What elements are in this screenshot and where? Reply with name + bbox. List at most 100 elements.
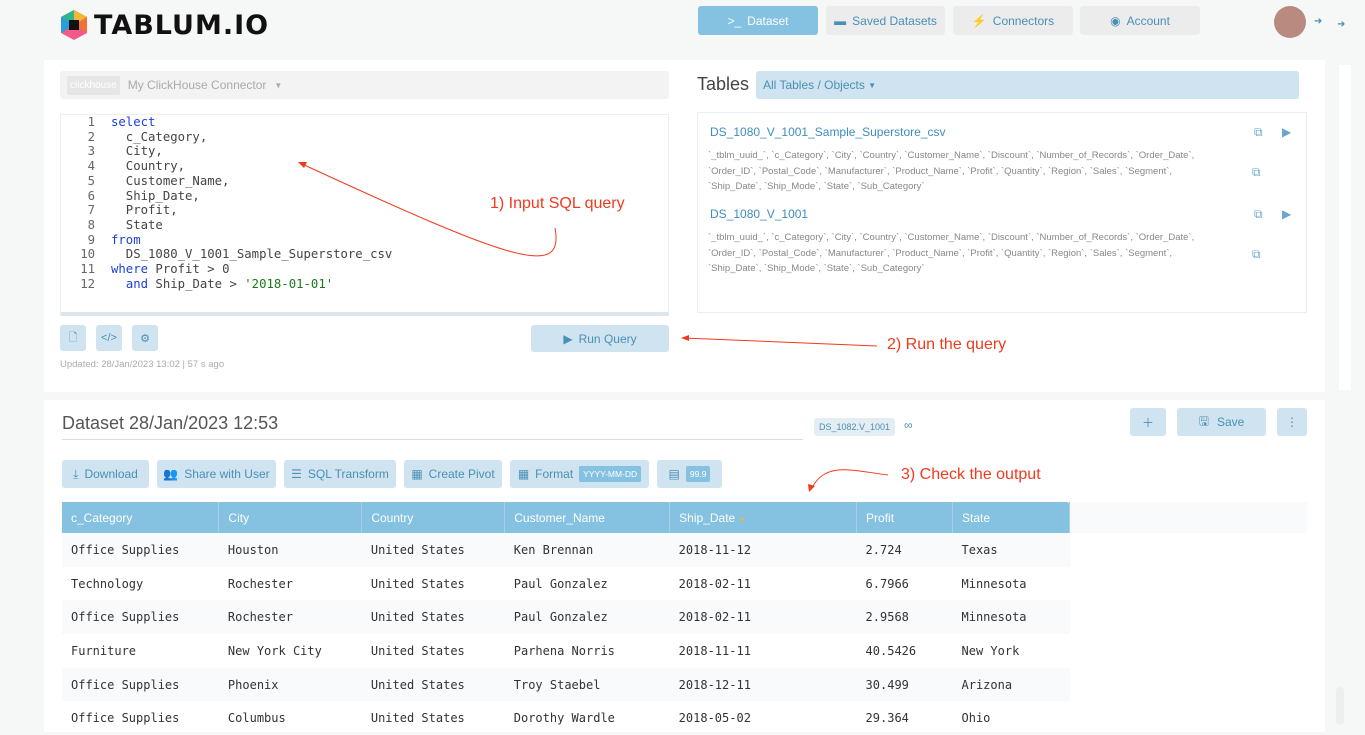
code-line: DS_1080_V_1001_Sample_Superstore_csv — [111, 247, 393, 262]
label: Download — [84, 467, 138, 481]
plug-icon: ⚡ — [971, 13, 987, 28]
arrow-1-head — [298, 162, 307, 168]
table-cell: Office Supplies — [62, 667, 219, 702]
table-cell: United States — [361, 600, 505, 635]
logo-text: TABLUM.IO — [94, 9, 270, 41]
column-header[interactable]: Profit — [856, 502, 953, 533]
nav-dataset[interactable]: >_ Dataset — [698, 6, 818, 35]
exit-icon[interactable]: ➜ — [1337, 19, 1346, 30]
more-vertical-icon: ⋮ — [1286, 415, 1298, 429]
table-cell: Parhena Norris — [513, 643, 615, 658]
table-cell: Office Supplies — [62, 600, 219, 635]
label: SQL Transform — [307, 467, 389, 481]
number-format-button[interactable]: ▤ 99.9 — [657, 460, 722, 488]
link-icon[interactable]: ∞ — [904, 418, 913, 432]
format-value: YYYY-MM-DD — [579, 466, 642, 482]
play-icon[interactable]: ▶ — [1282, 207, 1292, 221]
nav-connectors[interactable]: ⚡ Connectors — [953, 6, 1073, 35]
logo[interactable]: TABLUM.IO — [58, 8, 269, 42]
run-query-button[interactable]: ▶ Run Query — [531, 325, 669, 352]
create-pivot-button[interactable]: ▦ Create Pivot — [404, 460, 502, 488]
new-file-button[interactable]: 🗋 — [60, 325, 86, 351]
download-icon: ⤓ — [73, 466, 79, 481]
code-line: Profit, — [111, 203, 178, 218]
table-row[interactable]: Office Supplies Houston United States Ken B… — [62, 533, 1070, 567]
table-row[interactable]: Office Supplies Phoenix United States Troy … — [62, 667, 1070, 702]
terminal-icon: >_ — [727, 13, 742, 28]
code-line: c_Category, — [111, 129, 208, 144]
user-circle-icon: ◉ — [1110, 13, 1121, 28]
save-button[interactable]: 🖫 Save — [1177, 408, 1266, 436]
tables-list: DS_1080_V_1001_Sample_Superstore_csv ⧉ ▶… — [697, 112, 1307, 313]
copy-icon[interactable]: ⧉ — [1252, 247, 1261, 261]
column-header[interactable]: State — [952, 502, 1070, 533]
tables-filter-select[interactable]: All Tables / Objects ▼ — [756, 71, 1299, 99]
table-cell: Ken Brennan — [504, 533, 670, 567]
nav-saved-datasets[interactable]: ▬ Saved Datasets — [826, 6, 945, 35]
logout-icon[interactable]: ➜ — [1314, 16, 1323, 27]
sql-editor[interactable]: 1 select 2 c_Category, 3 City, 4 Country,… — [60, 114, 669, 316]
table-cell: Rochester — [218, 600, 362, 635]
table-row[interactable]: Technology Rochester United States Paul Gon… — [62, 567, 1070, 601]
code-line: where Profit > 0 — [111, 262, 230, 276]
column-header-sorted[interactable]: Ship_Date ▼ — [669, 502, 858, 533]
copy-icon[interactable]: ⧉ — [1252, 165, 1261, 179]
plus-icon: ＋ — [1141, 415, 1154, 430]
dataset-id-badge: DS_1082.V_1001 — [814, 418, 896, 436]
table-cell: Ohio — [961, 711, 991, 726]
annotation-check-output: 3) Check the output — [901, 466, 1041, 483]
users-icon: 👥 — [163, 467, 179, 481]
table-row[interactable]: Office Supplies Columbus United States Doro… — [62, 701, 1070, 735]
table-row[interactable]: Furniture New York City United States Parhe… — [62, 634, 1070, 668]
table-cell: 40.5426 — [865, 643, 917, 658]
table-cell: United States — [370, 711, 465, 726]
column-header[interactable]: City — [218, 502, 363, 533]
copy-icon[interactable]: ⧉ — [1254, 207, 1263, 221]
dataset-title[interactable]: Dataset 28/Jan/2023 12:53 — [62, 413, 279, 433]
column-header[interactable]: c_Category — [62, 502, 220, 533]
play-icon: ▶ — [563, 331, 573, 346]
code-line: City, — [111, 144, 163, 159]
table-row[interactable]: Office Supplies Rochester United States Pau… — [62, 600, 1070, 635]
results-table: c_Category City Country Customer_Name Sh… — [62, 502, 1070, 735]
table-cell: Paul Gonzalez — [513, 576, 608, 591]
caret-down-icon: ▼ — [868, 80, 877, 90]
avatar[interactable] — [1274, 6, 1306, 38]
format-code-button[interactable]: </> — [96, 325, 122, 351]
column-header[interactable]: Customer_Name — [504, 502, 671, 533]
side-strip — [1339, 65, 1351, 390]
sort-caret-icon: ▼ — [738, 516, 746, 524]
connector-select[interactable]: clickhouse My ClickHouse Connector ▼ — [60, 71, 669, 99]
code-line: State — [111, 217, 163, 232]
floppy-icon: 🖫 — [1198, 413, 1209, 428]
table-cell: 6.7966 — [865, 576, 909, 591]
table-cell: United States — [361, 667, 505, 702]
sql-transform-button[interactable]: ☰ SQL Transform — [284, 460, 396, 488]
download-button[interactable]: ⤓ Download — [62, 460, 149, 488]
scrollbar[interactable] — [1336, 687, 1344, 725]
play-icon[interactable]: ▶ — [1282, 125, 1292, 139]
label: Share with User — [184, 467, 270, 481]
share-button[interactable]: 👥 Share with User — [157, 460, 276, 488]
caret-down-icon: ▼ — [274, 80, 283, 90]
code-line: Country, — [111, 159, 186, 174]
filter-label: All Tables / Objects — [763, 78, 865, 92]
table-cell: Technology — [71, 576, 144, 591]
updated-status: Updated: 28/Jan/2023 13:02 | 57 s ago — [60, 359, 225, 370]
column-header[interactable]: Country — [361, 502, 506, 533]
nav-label: Connectors — [992, 13, 1055, 28]
more-button[interactable]: ⋮ — [1277, 408, 1307, 436]
format-button[interactable]: ▦ Format YYYY-MM-DD — [510, 460, 649, 488]
copy-icon[interactable]: ⧉ — [1254, 125, 1263, 139]
settings-button[interactable]: ⚙ — [132, 325, 158, 351]
table-name[interactable]: DS_1080_V_1001_Sample_Superstore_csv — [710, 125, 946, 139]
table-cell: Office Supplies — [71, 711, 180, 726]
title-underline — [62, 439, 803, 440]
calendar-icon: ▦ — [517, 467, 530, 481]
table-cell: Dorothy Wardle — [513, 711, 615, 726]
table-name[interactable]: DS_1080_V_1001 — [710, 207, 809, 221]
add-button[interactable]: ＋ — [1130, 408, 1166, 436]
nav-account[interactable]: ◉ Account — [1080, 6, 1200, 35]
table-cell: Arizona — [952, 667, 1070, 702]
table-cell: Office Supplies — [62, 533, 219, 567]
